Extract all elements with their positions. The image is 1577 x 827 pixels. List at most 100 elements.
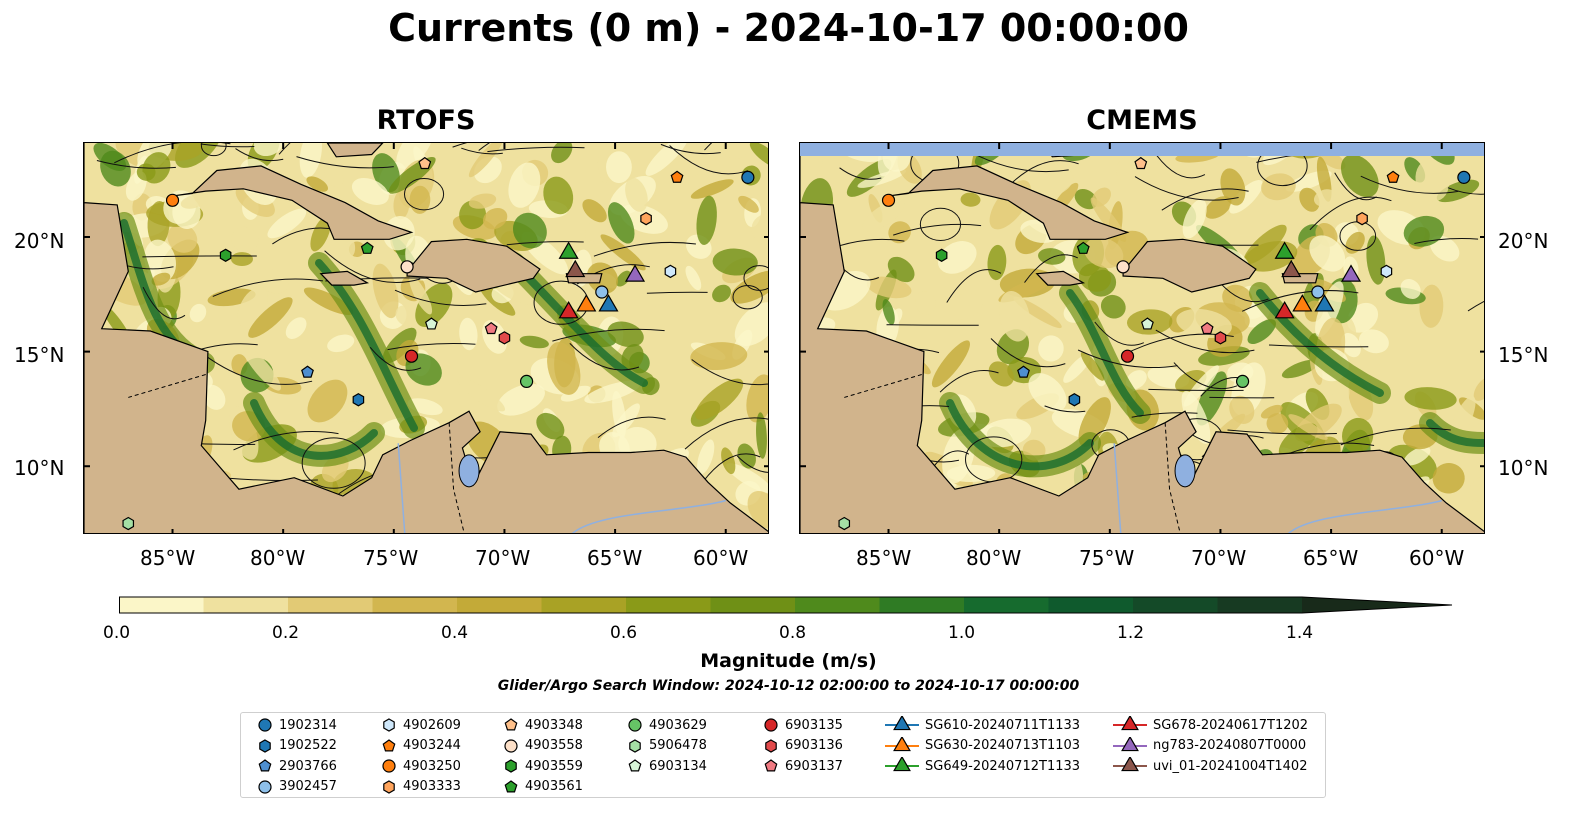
marker-4903559[interactable] <box>219 248 232 263</box>
marker-SG630-20240713T1103[interactable] <box>1292 294 1313 312</box>
legend-marker-icon[interactable] <box>504 718 518 731</box>
lat-tick-left: 15°N <box>14 343 65 367</box>
marker-5906478[interactable] <box>122 516 135 531</box>
marker-ng783-20240807T0000[interactable] <box>624 264 646 282</box>
marker-1902522[interactable] <box>352 393 365 407</box>
legend-marker-icon[interactable] <box>1121 757 1139 772</box>
marker-4903244[interactable] <box>670 170 684 183</box>
rtofs-map[interactable] <box>83 142 769 534</box>
legend-marker-icon[interactable] <box>629 738 641 753</box>
legend-marker-icon[interactable] <box>765 738 777 753</box>
marker-4903348[interactable] <box>418 156 432 170</box>
marker-3902457[interactable] <box>1311 285 1325 299</box>
colorbar-segment <box>626 597 711 613</box>
legend-item: 5906478 <box>627 736 707 756</box>
marker-uvi_01-20241004T1402[interactable] <box>565 259 586 278</box>
marker-4903558[interactable] <box>400 260 414 274</box>
legend-marker-icon[interactable] <box>382 738 396 751</box>
colorbar-tick: 0.2 <box>272 623 300 643</box>
marker-4902609[interactable] <box>664 264 677 279</box>
marker-6903137[interactable] <box>1200 321 1214 335</box>
marker-6903136[interactable] <box>1214 331 1227 345</box>
legend-marker-icon[interactable] <box>893 757 911 772</box>
marker-SG610-20240711T1133[interactable] <box>598 294 619 312</box>
marker-4903348[interactable] <box>1134 156 1148 170</box>
marker-2903766[interactable] <box>301 365 314 378</box>
marker-ng783-20240807T0000[interactable] <box>1340 264 1362 282</box>
marker-4903244[interactable] <box>1386 170 1400 183</box>
legend-label: 4903558 <box>525 738 583 753</box>
marker-4903629[interactable] <box>1235 374 1250 389</box>
marker-2903766[interactable] <box>1017 365 1030 378</box>
marker-1902314[interactable] <box>741 170 755 184</box>
marker-3902457[interactable] <box>595 285 609 299</box>
legend-label: 1902522 <box>279 738 337 753</box>
legend-marker-icon[interactable] <box>628 718 642 732</box>
marker-SG630-20240713T1103[interactable] <box>576 294 597 312</box>
legend-marker-icon[interactable] <box>504 738 518 753</box>
marker-1902522[interactable] <box>1068 393 1081 407</box>
colorbar-segment <box>203 597 289 613</box>
legend-marker-icon[interactable] <box>893 716 911 731</box>
marker-4903250[interactable] <box>881 193 896 207</box>
marker-6903134[interactable] <box>1141 317 1154 330</box>
marker-6903135[interactable] <box>404 349 419 363</box>
legend-marker-icon[interactable] <box>1121 716 1139 731</box>
legend-marker-icon[interactable] <box>383 779 395 794</box>
legend-label: SG610-20240711T1133 <box>925 717 1081 733</box>
lat-tick-right: 10°N <box>1498 456 1549 480</box>
no-data-strip <box>800 143 1484 156</box>
legend-marker-icon[interactable] <box>893 736 911 751</box>
legend-marker-icon[interactable] <box>258 718 272 732</box>
legend-marker-icon[interactable] <box>258 779 272 794</box>
marker-SG678-20240617T1202[interactable] <box>1274 301 1295 319</box>
legend-item: 4903348 <box>503 715 583 735</box>
marker-4903561[interactable] <box>360 241 374 254</box>
legend-marker-icon[interactable] <box>258 759 272 772</box>
marker-SG610-20240711T1133[interactable] <box>1314 294 1335 312</box>
legend-marker-icon[interactable] <box>505 759 517 773</box>
legend-marker-icon[interactable] <box>382 759 396 773</box>
colorbar-tick: 1.4 <box>1286 623 1314 643</box>
legend-label: 6903137 <box>785 758 843 774</box>
legend-marker-icon[interactable] <box>504 779 518 792</box>
marker-SG678-20240617T1202[interactable] <box>558 301 579 319</box>
marker-4903561[interactable] <box>1076 241 1090 254</box>
legend-marker-icon[interactable] <box>628 759 642 772</box>
legend-item: 6903137 <box>763 756 843 776</box>
marker-4903629[interactable] <box>519 374 534 389</box>
marker-4902609[interactable] <box>1380 264 1393 279</box>
marker-uvi_01-20241004T1402[interactable] <box>1281 259 1302 278</box>
marker-4903559[interactable] <box>935 248 948 263</box>
marker-SG649-20240712T1133[interactable] <box>1274 241 1295 259</box>
legend-marker-icon[interactable] <box>764 759 778 772</box>
land <box>1035 270 1086 286</box>
legend-marker-icon[interactable] <box>1121 736 1139 751</box>
legend-label: 4903559 <box>525 758 583 774</box>
legend-item: 6903136 <box>763 736 843 756</box>
marker-4903558[interactable] <box>1116 260 1130 274</box>
marker-1902314[interactable] <box>1457 170 1471 184</box>
legend-marker-icon[interactable] <box>383 718 395 732</box>
legend-item: 1902522 <box>257 736 337 756</box>
lon-tick-left: 80°W <box>250 546 306 570</box>
marker-SG649-20240712T1133[interactable] <box>558 241 579 259</box>
colorbar-segment <box>119 597 204 613</box>
cmems-map[interactable] <box>799 142 1485 534</box>
lake <box>1174 454 1196 488</box>
marker-6903137[interactable] <box>484 321 498 335</box>
marker-5906478[interactable] <box>838 516 851 531</box>
legend-item: ng783-20240807T0000 <box>1113 736 1306 756</box>
legend-marker-icon[interactable] <box>259 738 271 753</box>
marker-6903134[interactable] <box>425 317 438 330</box>
marker-6903136[interactable] <box>498 331 511 345</box>
legend-label: 4903250 <box>403 758 461 774</box>
colorbar-segment <box>457 597 542 613</box>
marker-6903135[interactable] <box>1120 349 1135 363</box>
marker-4903333[interactable] <box>1356 211 1368 226</box>
marker-4903333[interactable] <box>640 211 652 226</box>
marker-4903250[interactable] <box>165 193 180 207</box>
legend-marker-icon[interactable] <box>764 718 778 732</box>
colorbar-segment <box>795 597 880 613</box>
lon-tick-right: 85°W <box>856 546 912 570</box>
